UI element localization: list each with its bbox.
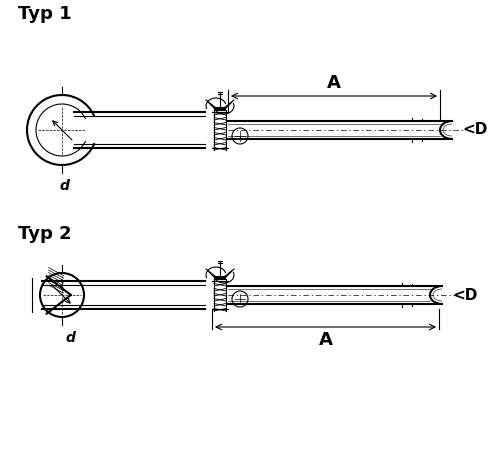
Text: Typ 2: Typ 2 <box>18 225 72 243</box>
Text: <D: <D <box>452 288 477 302</box>
Text: A: A <box>318 331 332 349</box>
Text: Typ 1: Typ 1 <box>18 5 72 23</box>
Text: d: d <box>65 331 75 345</box>
Text: A: A <box>327 74 341 92</box>
Text: d: d <box>59 179 69 193</box>
Text: <D: <D <box>462 122 487 138</box>
